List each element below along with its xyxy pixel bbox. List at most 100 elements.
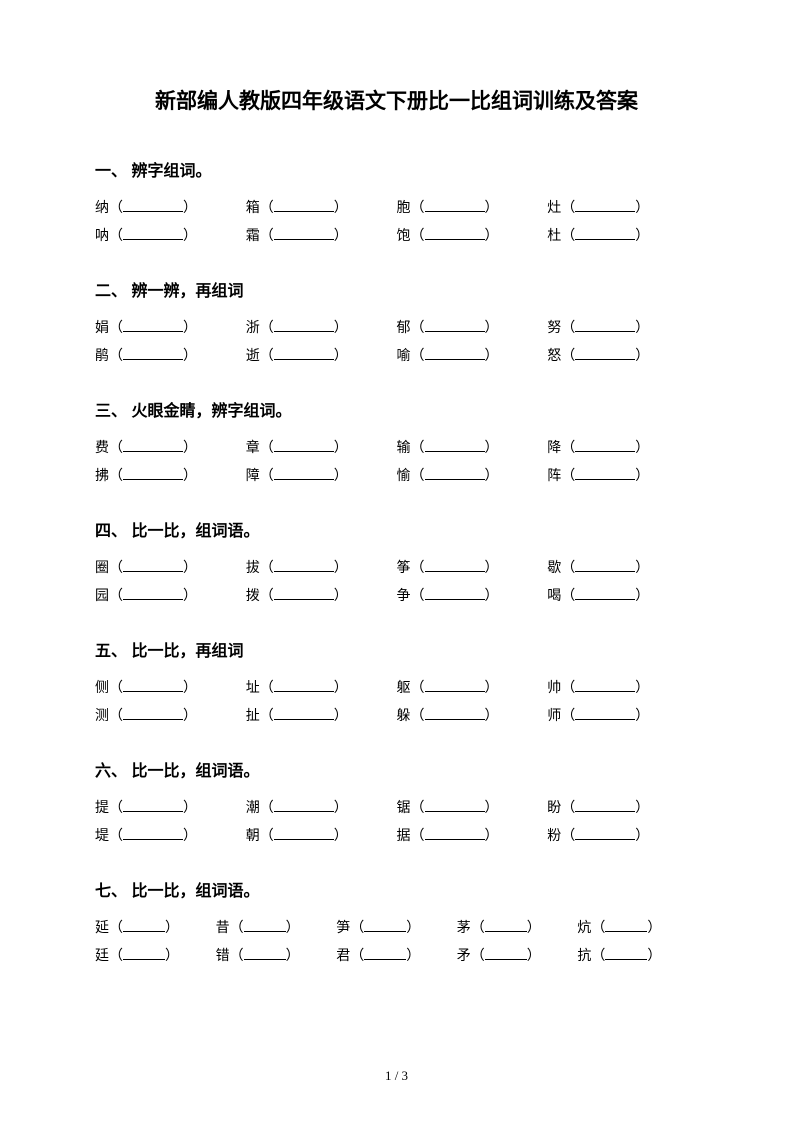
blank-input[interactable] xyxy=(425,586,485,600)
paren-close: ） xyxy=(334,583,348,611)
paren-close: ） xyxy=(165,943,179,971)
exercise-cell: 据（） xyxy=(397,823,548,851)
blank-input[interactable] xyxy=(575,826,635,840)
page-number: 1 / 3 xyxy=(0,1068,793,1084)
blank-input[interactable] xyxy=(123,466,183,480)
blank-input[interactable] xyxy=(575,466,635,480)
blank-input[interactable] xyxy=(425,346,485,360)
blank-input[interactable] xyxy=(425,318,485,332)
paren-open: （ xyxy=(109,915,123,943)
blank-input[interactable] xyxy=(123,706,183,720)
blank-input[interactable] xyxy=(123,586,183,600)
paren-open: （ xyxy=(109,315,123,343)
blank-input[interactable] xyxy=(274,798,334,812)
char-label: 址 xyxy=(246,675,260,703)
blank-input[interactable] xyxy=(575,586,635,600)
blank-input[interactable] xyxy=(274,346,334,360)
blank-input[interactable] xyxy=(274,318,334,332)
blank-input[interactable] xyxy=(425,798,485,812)
blank-input[interactable] xyxy=(575,346,635,360)
exercise-cell: 君（） xyxy=(336,943,457,971)
blank-input[interactable] xyxy=(425,558,485,572)
blank-input[interactable] xyxy=(123,438,183,452)
blank-input[interactable] xyxy=(575,706,635,720)
blank-input[interactable] xyxy=(244,918,286,932)
blank-input[interactable] xyxy=(274,558,334,572)
blank-input[interactable] xyxy=(575,226,635,240)
char-label: 据 xyxy=(397,823,411,851)
blank-input[interactable] xyxy=(425,438,485,452)
blank-input[interactable] xyxy=(274,706,334,720)
blank-input[interactable] xyxy=(123,558,183,572)
blank-input[interactable] xyxy=(244,946,286,960)
blank-input[interactable] xyxy=(274,198,334,212)
blank-input[interactable] xyxy=(123,346,183,360)
exercise-cell: 输（） xyxy=(397,435,548,463)
char-label: 逝 xyxy=(246,343,260,371)
blank-input[interactable] xyxy=(123,826,183,840)
blank-input[interactable] xyxy=(123,946,165,960)
section-heading: 四、 比一比，组词语。 xyxy=(95,517,698,541)
blank-input[interactable] xyxy=(605,918,647,932)
blank-input[interactable] xyxy=(485,946,527,960)
blank-input[interactable] xyxy=(123,198,183,212)
blank-input[interactable] xyxy=(425,706,485,720)
exercise-cell: 筝（） xyxy=(397,555,548,583)
blank-input[interactable] xyxy=(425,198,485,212)
paren-open: （ xyxy=(411,675,425,703)
exercise-cell: 侧（） xyxy=(95,675,246,703)
paren-open: （ xyxy=(591,943,605,971)
blank-input[interactable] xyxy=(123,678,183,692)
char-label: 喻 xyxy=(397,343,411,371)
blank-input[interactable] xyxy=(575,198,635,212)
blank-input[interactable] xyxy=(605,946,647,960)
paren-close: ） xyxy=(183,583,197,611)
blank-input[interactable] xyxy=(425,826,485,840)
blank-input[interactable] xyxy=(274,438,334,452)
blank-input[interactable] xyxy=(364,918,406,932)
paren-open: （ xyxy=(260,343,274,371)
char-label: 错 xyxy=(216,943,230,971)
exercise-cell: 努（） xyxy=(547,315,698,343)
char-label: 朝 xyxy=(246,823,260,851)
paren-open: （ xyxy=(561,675,575,703)
paren-close: ） xyxy=(647,915,661,943)
paren-open: （ xyxy=(109,555,123,583)
paren-open: （ xyxy=(260,703,274,731)
paren-open: （ xyxy=(260,223,274,251)
blank-input[interactable] xyxy=(274,226,334,240)
paren-open: （ xyxy=(561,195,575,223)
blank-input[interactable] xyxy=(364,946,406,960)
paren-close: ） xyxy=(334,223,348,251)
exercise-cell: 茅（） xyxy=(457,915,578,943)
blank-input[interactable] xyxy=(575,318,635,332)
blank-input[interactable] xyxy=(425,466,485,480)
sections-container: 一、 辨字组词。纳（）箱（）胞（）灶（）呐（）霜（）饱（）杜（）二、 辨一辨，再… xyxy=(95,157,698,971)
paren-close: ） xyxy=(183,795,197,823)
blank-input[interactable] xyxy=(575,558,635,572)
blank-input[interactable] xyxy=(123,798,183,812)
blank-input[interactable] xyxy=(575,438,635,452)
blank-input[interactable] xyxy=(274,466,334,480)
blank-input[interactable] xyxy=(575,798,635,812)
char-label: 茅 xyxy=(457,915,471,943)
exercise-cell: 提（） xyxy=(95,795,246,823)
blank-input[interactable] xyxy=(425,226,485,240)
blank-input[interactable] xyxy=(274,586,334,600)
blank-input[interactable] xyxy=(123,226,183,240)
paren-open: （ xyxy=(411,463,425,491)
exercise-cell: 箱（） xyxy=(246,195,397,223)
blank-input[interactable] xyxy=(485,918,527,932)
exercise-cell: 址（） xyxy=(246,675,397,703)
blank-input[interactable] xyxy=(123,918,165,932)
paren-open: （ xyxy=(411,343,425,371)
paren-close: ） xyxy=(527,943,541,971)
section-heading: 一、 辨字组词。 xyxy=(95,157,698,181)
paren-open: （ xyxy=(260,795,274,823)
blank-input[interactable] xyxy=(575,678,635,692)
paren-open: （ xyxy=(260,195,274,223)
blank-input[interactable] xyxy=(123,318,183,332)
blank-input[interactable] xyxy=(274,826,334,840)
blank-input[interactable] xyxy=(425,678,485,692)
blank-input[interactable] xyxy=(274,678,334,692)
